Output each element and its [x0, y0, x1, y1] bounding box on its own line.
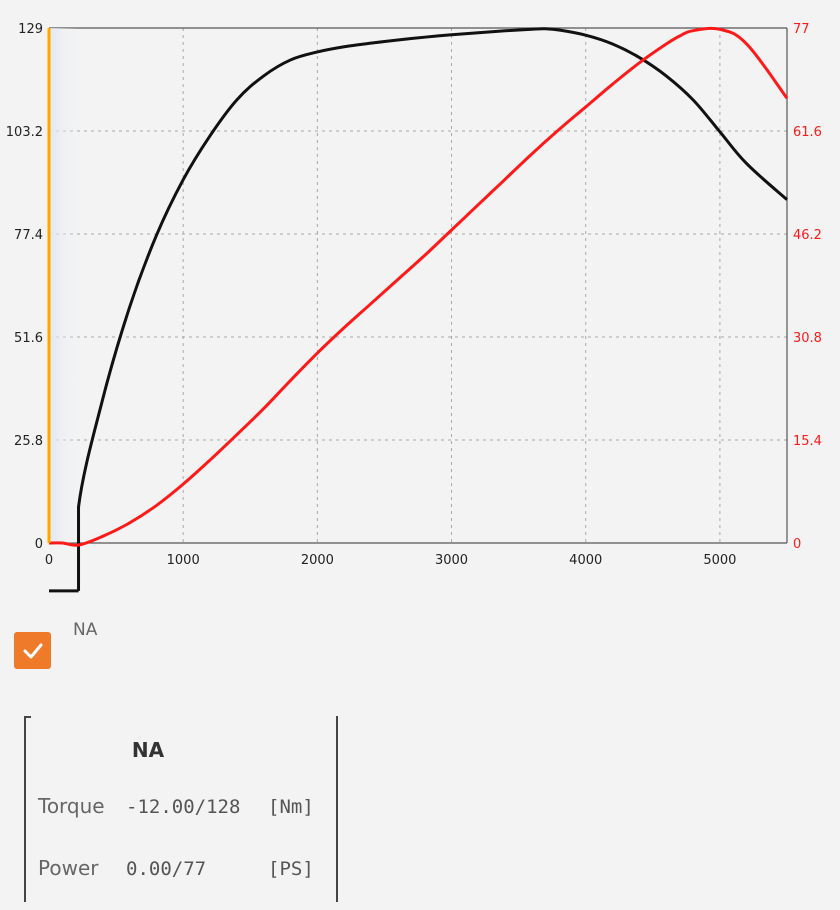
torque-value: -12.00/128	[126, 796, 241, 818]
plot-area	[49, 28, 787, 543]
power-unit: [PS]	[268, 858, 314, 880]
x-tick-label: 0	[45, 553, 53, 568]
y-right-tick-label: 77	[793, 22, 810, 37]
x-tick-label: 5000	[703, 553, 736, 568]
y-right-tick-label: 15.4	[793, 434, 822, 449]
torque-unit: [Nm]	[268, 796, 314, 818]
torque-power-chart: 0 25.8 51.6 77.4 103.2 129 0 15.4 30.8 46.2 61.6 77…	[6, 22, 822, 593]
power-row: Power 0.00/77 [PS]	[38, 856, 314, 880]
y-left-tick-label: 51.6	[14, 331, 43, 346]
check-icon	[23, 643, 42, 658]
y-left-tick-label: 77.4	[14, 228, 43, 243]
y-left-tick-label: 129	[18, 22, 43, 37]
torque-label: Torque	[38, 794, 105, 818]
y-right-tick-label: 30.8	[793, 331, 822, 346]
y-right-tick-label: 61.6	[793, 125, 822, 140]
y-right-tick-label: 0	[793, 537, 801, 552]
power-line	[48, 26, 789, 547]
y-left-tick-label: 25.8	[14, 434, 43, 449]
x-tick-label: 3000	[435, 553, 468, 568]
y-left-tick-label: 0	[35, 537, 43, 552]
power-label: Power	[38, 856, 99, 880]
legend-label: NA	[73, 620, 98, 640]
series-checkbox[interactable]	[14, 632, 51, 669]
y-right-tick-label: 46.2	[793, 228, 822, 243]
y-left-tick-label: 103.2	[6, 125, 43, 140]
power-value: 0.00/77	[126, 858, 207, 880]
torque-row: Torque -12.00/128 [Nm]	[38, 794, 314, 818]
cursor-band	[49, 28, 79, 543]
x-tick-label: 4000	[569, 553, 602, 568]
x-tick-label: 2000	[301, 553, 334, 568]
info-title: NA	[131, 738, 165, 762]
x-tick-label: 1000	[167, 553, 200, 568]
legend: NA	[14, 618, 97, 669]
info-panel: NA Torque -12.00/128 [Nm] Power 0.00/77 [PS]	[24, 716, 338, 902]
